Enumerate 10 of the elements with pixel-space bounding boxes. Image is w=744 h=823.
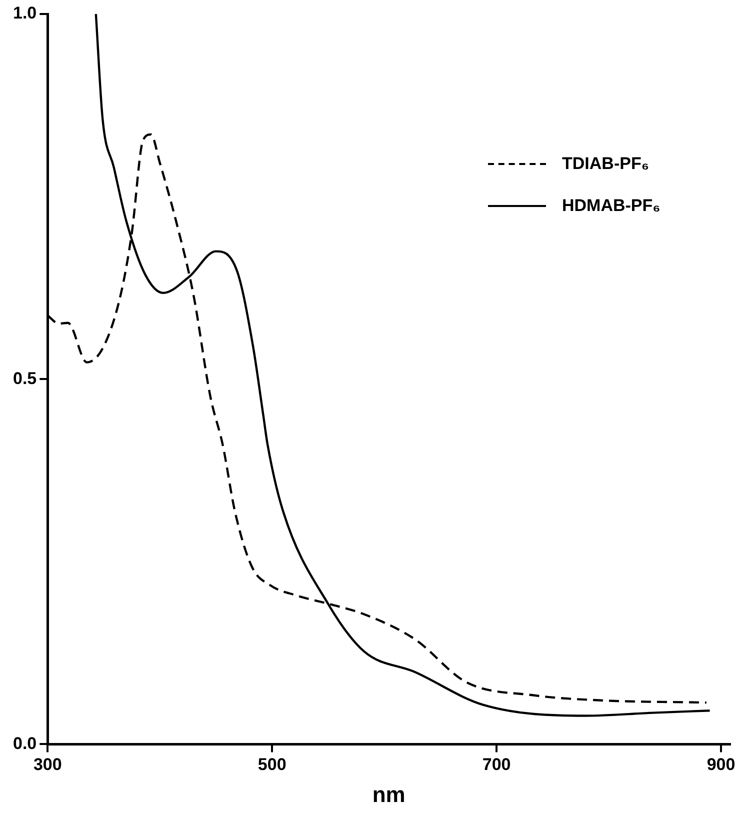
y-tick-label: 1.0 <box>12 4 37 23</box>
legend-label: HDMAB-PF₆ <box>562 196 660 216</box>
x-tick-label: 900 <box>706 755 736 774</box>
legend-label: TDIAB-PF₆ <box>562 154 650 174</box>
y-tick-label: 0.0 <box>12 734 37 753</box>
y-tick-label: 0.5 <box>12 368 37 388</box>
x-tick-label: 300 <box>33 755 62 774</box>
x-tick-label: 500 <box>258 755 286 774</box>
x-tick-label: 700 <box>482 755 511 774</box>
x-axis-title: nm <box>372 782 406 807</box>
